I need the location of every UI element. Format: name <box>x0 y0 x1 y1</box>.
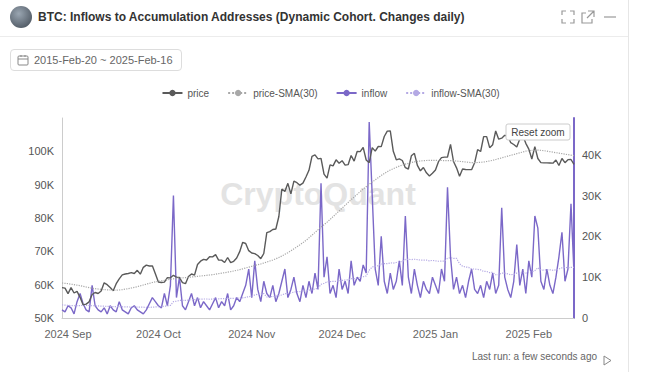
html-text:Last run: a few seconds ago: Last run: a few seconds ago <box>471 351 597 362</box>
svg-text:100K: 100K <box>28 145 54 157</box>
svg-text:60K: 60K <box>34 279 54 291</box>
svg-text:inflow: inflow <box>362 88 388 99</box>
svg-text:50K: 50K <box>34 312 54 324</box>
svg-text:0: 0 <box>582 312 588 324</box>
svg-text:inflow-SMA(30): inflow-SMA(30) <box>431 88 499 99</box>
svg-text:20K: 20K <box>582 230 602 242</box>
svg-text:90K: 90K <box>34 179 54 191</box>
svg-text:2024 Dec: 2024 Dec <box>319 328 367 340</box>
svg-text:price-SMA(30): price-SMA(30) <box>253 88 317 99</box>
html-text:BTC: Inflows to Accumulation A: BTC: Inflows to Accumulation Addresses (… <box>38 10 465 24</box>
svg-text:10K: 10K <box>582 271 602 283</box>
svg-text:2025 Jan: 2025 Jan <box>413 328 458 340</box>
svg-text:70K: 70K <box>34 245 54 257</box>
svg-text:2024 Nov: 2024 Nov <box>228 328 276 340</box>
svg-text:2024 Sep: 2024 Sep <box>44 328 91 340</box>
svg-text:30K: 30K <box>582 190 602 202</box>
svg-text:2025 Feb: 2025 Feb <box>506 328 552 340</box>
svg-text:Reset zoom: Reset zoom <box>511 127 564 138</box>
svg-text:80K: 80K <box>34 212 54 224</box>
svg-text:CryptoQuant: CryptoQuant <box>220 176 416 212</box>
svg-text:price: price <box>187 88 209 99</box>
svg-text:2024 Oct: 2024 Oct <box>136 328 181 340</box>
html-text:2015-Feb-20 ~ 2025-Feb-16: 2015-Feb-20 ~ 2025-Feb-16 <box>34 54 173 66</box>
svg-text:40K: 40K <box>582 149 602 161</box>
